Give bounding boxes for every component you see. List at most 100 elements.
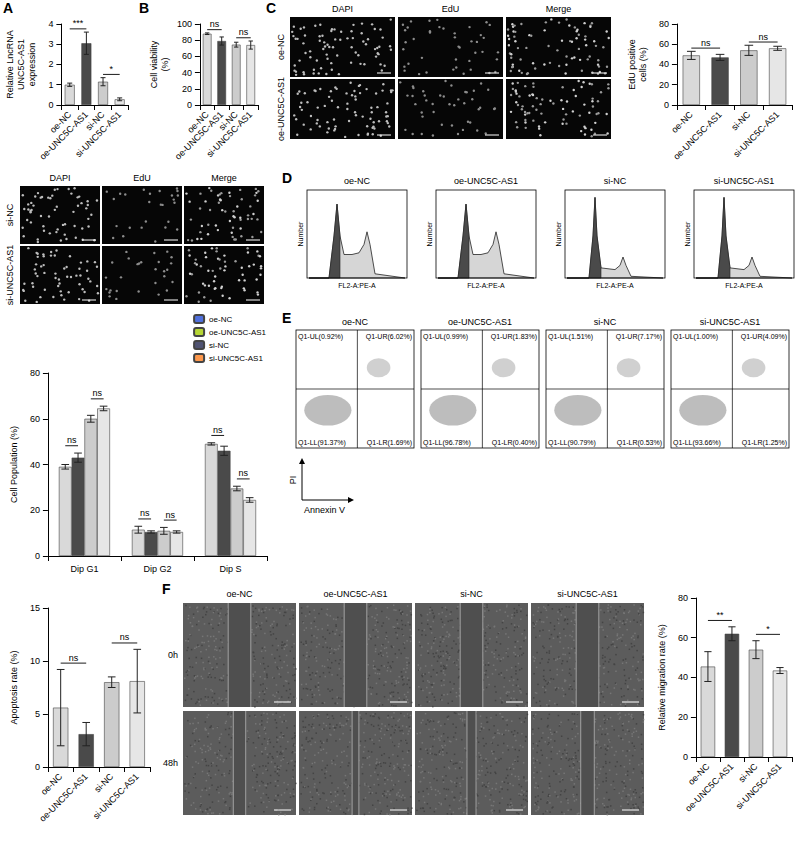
svg-text:Q1-LL(96.78%): Q1-LL(96.78%) <box>423 439 471 447</box>
svg-text:FL2-A:PE-A: FL2-A:PE-A <box>467 282 505 289</box>
svg-text:20: 20 <box>659 80 669 90</box>
svg-text:ns: ns <box>140 508 150 518</box>
svg-text:Q1-UR(6.02%): Q1-UR(6.02%) <box>366 333 412 341</box>
svg-text:si-NC: si-NC <box>460 589 483 599</box>
svg-text:oe-UNC5C-AS1: oe-UNC5C-AS1 <box>209 328 266 337</box>
svg-text:oe-UNC5C-AS1: oe-UNC5C-AS1 <box>37 771 89 823</box>
svg-text:Q1-UL(1.00%): Q1-UL(1.00%) <box>673 333 718 341</box>
svg-text:si-UNC5C-AS1: si-UNC5C-AS1 <box>700 317 761 327</box>
svg-text:Relative LncRNA: Relative LncRNA <box>5 30 15 99</box>
svg-text:Relative migration rate (%): Relative migration rate (%) <box>657 624 667 731</box>
svg-text:F: F <box>162 581 171 597</box>
svg-text:si-UNC5C-AS1: si-UNC5C-AS1 <box>73 109 123 159</box>
svg-text:Number: Number <box>426 221 433 247</box>
svg-text:oe-UNC5C-AS1: oe-UNC5C-AS1 <box>276 77 286 141</box>
svg-text:Q1-UL(0.99%): Q1-UL(0.99%) <box>423 333 468 341</box>
svg-text:si-NC: si-NC <box>92 771 115 794</box>
svg-text:Number: Number <box>684 221 691 247</box>
svg-text:Q1-UL(1.51%): Q1-UL(1.51%) <box>548 333 593 341</box>
svg-text:40: 40 <box>30 460 40 470</box>
svg-text:UNC5C-AS1: UNC5C-AS1 <box>16 39 26 90</box>
svg-text:60: 60 <box>659 39 669 49</box>
svg-text:si-UNC5C-AS1: si-UNC5C-AS1 <box>91 771 141 821</box>
svg-text:ns: ns <box>69 653 79 663</box>
svg-text:ns: ns <box>239 468 249 478</box>
svg-text:DAPI: DAPI <box>332 4 353 14</box>
svg-text:60: 60 <box>678 633 688 643</box>
svg-text:oe-UNC5C-AS1: oe-UNC5C-AS1 <box>448 317 512 327</box>
svg-text:FL2-A:PE-A: FL2-A:PE-A <box>596 282 634 289</box>
svg-text:Q1-UL(0.92%): Q1-UL(0.92%) <box>298 333 343 341</box>
svg-text:60: 60 <box>182 51 192 61</box>
svg-text:si-NC: si-NC <box>594 317 617 327</box>
svg-text:Q1-LR(1.25%): Q1-LR(1.25%) <box>742 439 787 447</box>
svg-text:si-UNC5C-AS1: si-UNC5C-AS1 <box>204 109 254 159</box>
svg-text:si-UNC5C-AS1: si-UNC5C-AS1 <box>5 245 15 306</box>
svg-text:80: 80 <box>30 368 40 378</box>
svg-text:si-NC: si-NC <box>5 203 15 226</box>
svg-text:oe-NC: oe-NC <box>342 317 369 327</box>
svg-text:oe-UNC5C-AS1: oe-UNC5C-AS1 <box>173 109 225 161</box>
svg-text:oe-NC: oe-NC <box>344 176 371 186</box>
svg-text:*: * <box>766 624 770 634</box>
svg-text:ns: ns <box>165 510 175 520</box>
svg-text:Cell viability: Cell viability <box>149 40 159 88</box>
svg-text:ns: ns <box>239 27 249 37</box>
svg-text:Q1-UR(7.17%): Q1-UR(7.17%) <box>616 333 662 341</box>
svg-text:PI: PI <box>288 476 298 485</box>
svg-text:40: 40 <box>659 59 669 69</box>
svg-text:Q1-UR(4.09%): Q1-UR(4.09%) <box>741 333 787 341</box>
svg-text:Q1-LR(0.53%): Q1-LR(0.53%) <box>617 439 662 447</box>
svg-text:Dip G2: Dip G2 <box>143 564 171 574</box>
svg-text:3: 3 <box>48 39 53 49</box>
svg-text:Number: Number <box>555 221 562 247</box>
svg-text:FL2-A:PE-A: FL2-A:PE-A <box>338 282 376 289</box>
svg-text:B: B <box>139 0 149 16</box>
svg-text:A: A <box>3 0 13 16</box>
svg-text:48h: 48h <box>163 758 178 768</box>
svg-text:si-UNC5C-AS1: si-UNC5C-AS1 <box>557 589 618 599</box>
svg-text:oe-UNC5C-AS1: oe-UNC5C-AS1 <box>454 176 518 186</box>
svg-text:80: 80 <box>678 593 688 603</box>
svg-text:si-UNC5C-AS1: si-UNC5C-AS1 <box>209 354 263 363</box>
svg-text:ns: ns <box>92 388 102 398</box>
svg-text:oe-NC: oe-NC <box>226 589 253 599</box>
svg-text:C: C <box>266 0 276 16</box>
svg-text:E: E <box>282 310 291 326</box>
svg-text:si-UNC5C-AS1: si-UNC5C-AS1 <box>731 109 781 159</box>
svg-text:oe-UNC5C-AS1: oe-UNC5C-AS1 <box>683 761 735 813</box>
svg-text:80: 80 <box>659 19 669 29</box>
svg-text:Q1-LR(1.69%): Q1-LR(1.69%) <box>367 439 412 447</box>
svg-text:si-UNC5C-AS1: si-UNC5C-AS1 <box>714 176 775 186</box>
svg-text:oe-NC: oe-NC <box>276 34 286 61</box>
svg-text:0: 0 <box>48 100 53 110</box>
svg-text:EdU positive: EdU positive <box>627 39 637 90</box>
svg-text:oe-NC: oe-NC <box>209 315 232 324</box>
svg-text:expression: expression <box>27 43 37 87</box>
svg-text:Q1-LL(93.66%): Q1-LL(93.66%) <box>673 439 721 447</box>
svg-text:Merge: Merge <box>211 173 237 183</box>
svg-text:**: ** <box>716 610 724 620</box>
svg-text:20: 20 <box>30 505 40 515</box>
svg-text:Dip G1: Dip G1 <box>70 564 98 574</box>
svg-text:Q1-LL(91.37%): Q1-LL(91.37%) <box>298 439 346 447</box>
svg-text:0: 0 <box>683 752 688 762</box>
svg-text:20: 20 <box>678 712 688 722</box>
svg-text:10: 10 <box>30 656 40 666</box>
svg-text:Q1-UR(1.83%): Q1-UR(1.83%) <box>491 333 537 341</box>
svg-text:ns: ns <box>120 632 130 642</box>
svg-text:0: 0 <box>187 100 192 110</box>
svg-text:si-NC: si-NC <box>604 176 627 186</box>
svg-text:si-UNC5C-AS1: si-UNC5C-AS1 <box>734 761 784 811</box>
svg-text:si-NC: si-NC <box>729 109 752 132</box>
svg-text:Q1-LL(90.79%): Q1-LL(90.79%) <box>548 439 596 447</box>
svg-text:Dip S: Dip S <box>219 564 241 574</box>
svg-text:2: 2 <box>48 59 53 69</box>
svg-text:Number: Number <box>297 221 304 247</box>
svg-text:***: *** <box>73 18 84 28</box>
svg-text:ns: ns <box>758 32 768 42</box>
svg-text:si-NC: si-NC <box>209 341 229 350</box>
svg-text:oe-UNC5C-AS1: oe-UNC5C-AS1 <box>323 589 387 599</box>
svg-text:0h: 0h <box>168 650 178 660</box>
svg-text:40: 40 <box>182 68 192 78</box>
